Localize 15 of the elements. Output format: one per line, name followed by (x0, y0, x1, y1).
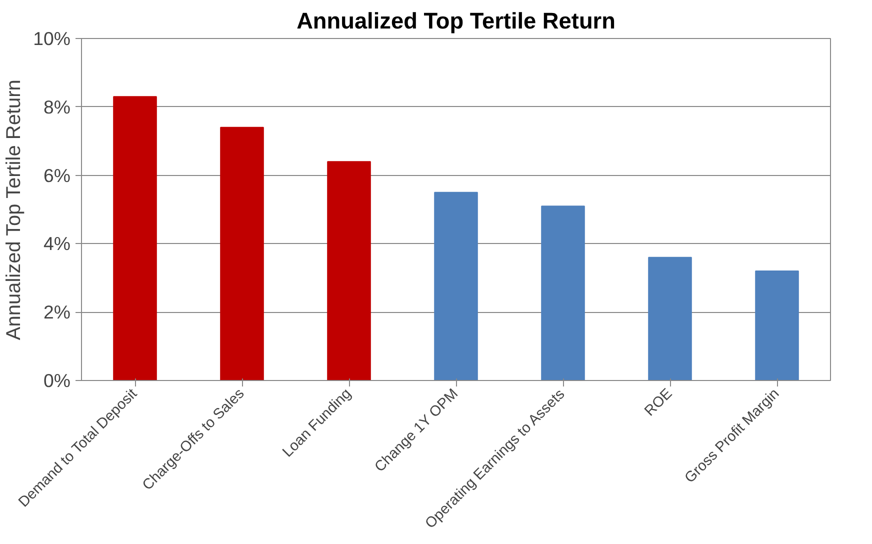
bar (648, 256, 692, 380)
y-tick-label: 10% (33, 28, 71, 49)
bar (434, 192, 478, 380)
y-tick-label: 8% (44, 96, 71, 118)
y-axis-title: Annualized Top Tertile Return (3, 80, 26, 340)
bar (113, 96, 157, 380)
bar (220, 126, 264, 380)
chart-title: Annualized Top Tertile Return (296, 8, 616, 34)
y-tick-label: 6% (44, 164, 71, 186)
y-tick-label: 0% (44, 370, 71, 391)
bar (755, 270, 799, 380)
y-tick-label: 2% (44, 302, 71, 323)
bar (541, 206, 585, 380)
bar (327, 161, 371, 380)
y-tick-label: 4% (44, 233, 71, 254)
